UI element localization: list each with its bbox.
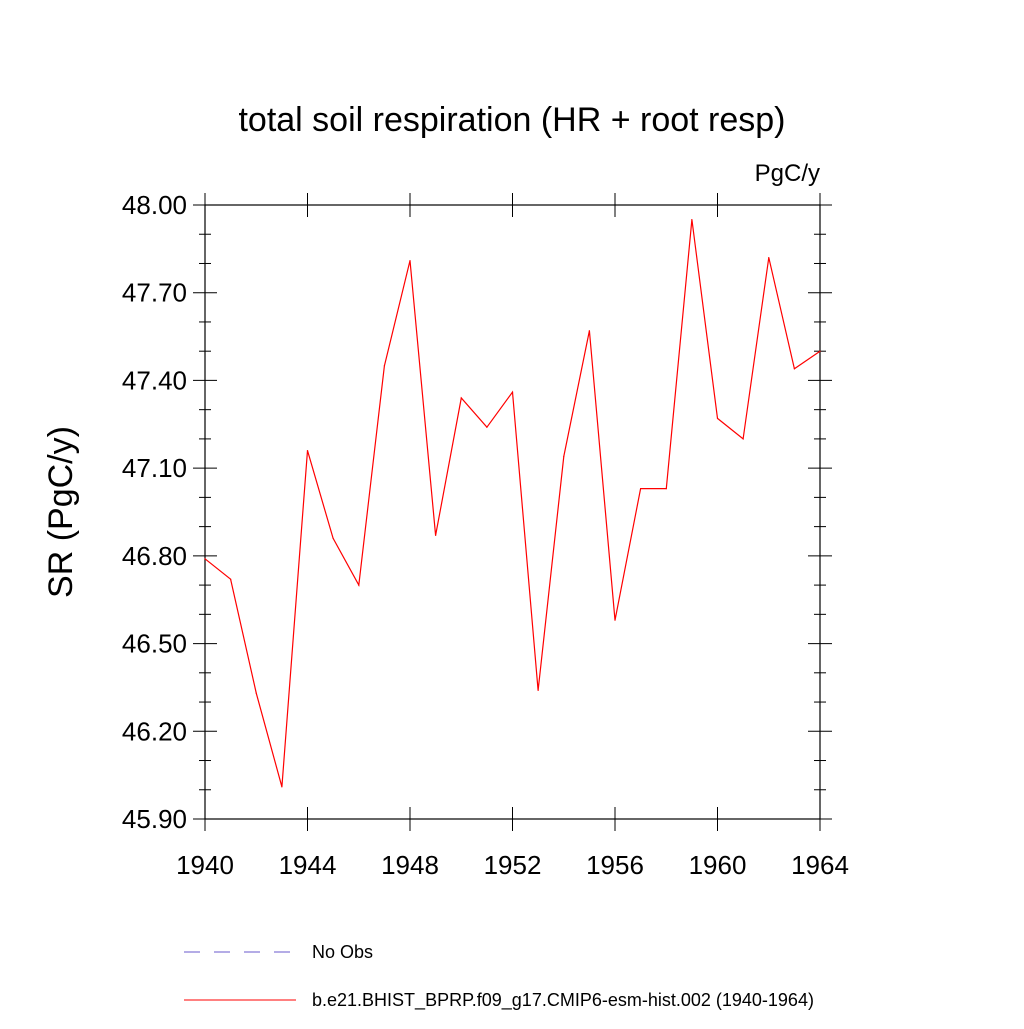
- x-tick-label: 1964: [791, 850, 849, 880]
- x-tick-label: 1944: [279, 850, 337, 880]
- data-point: [742, 438, 744, 440]
- x-tick-label: 1952: [484, 850, 542, 880]
- x-tick-label: 1948: [381, 850, 439, 880]
- x-tick-label: 1960: [689, 850, 747, 880]
- legend-label: b.e21.BHIST_BPRP.f09_g17.CMIP6-esm-hist.…: [312, 990, 814, 1011]
- x-tick-label: 1956: [586, 850, 644, 880]
- data-point: [435, 534, 437, 536]
- data-point: [640, 488, 642, 490]
- data-point: [332, 537, 334, 539]
- y-tick-label: 47.40: [122, 365, 187, 395]
- y-tick-label: 45.90: [122, 804, 187, 834]
- plot-frame: [204, 204, 821, 820]
- y-tick-label: 47.10: [122, 453, 187, 483]
- data-point: [768, 257, 770, 259]
- data-point: [691, 219, 693, 221]
- data-point: [819, 350, 821, 352]
- chart-title: total soil respiration (HR + root resp): [238, 101, 785, 139]
- data-point: [563, 455, 565, 458]
- data-point: [716, 417, 719, 420]
- units-label: PgC/y: [755, 160, 820, 187]
- data-point: [665, 488, 667, 490]
- series-layer: [204, 219, 821, 788]
- series-line: [204, 219, 821, 787]
- legend-label: No Obs: [312, 942, 373, 962]
- data-point: [383, 365, 385, 367]
- y-tick-label: 47.70: [122, 278, 187, 308]
- y-tick-label: 46.50: [122, 629, 187, 659]
- data-point: [460, 397, 462, 399]
- y-axis-label: SR (PgC/y): [42, 426, 80, 598]
- data-point: [614, 619, 616, 621]
- x-tick-label: 1940: [176, 850, 234, 880]
- y-tick-label: 46.80: [122, 541, 187, 571]
- y-tick-label: 46.20: [122, 716, 187, 746]
- data-point: [793, 368, 795, 370]
- data-point: [255, 692, 257, 694]
- data-point: [486, 426, 488, 428]
- y-tick-label: 48.00: [122, 190, 187, 220]
- data-point: [281, 786, 283, 788]
- data-point: [358, 584, 360, 586]
- data-point: [204, 558, 206, 560]
- data-point: [588, 330, 590, 332]
- data-point: [306, 450, 309, 452]
- axes: 45.90 46.20 46.50 46.80 47.10 47.40 47.70 48.00…: [122, 190, 849, 880]
- data-point: [409, 259, 411, 262]
- data-point: [230, 578, 232, 580]
- data-point: [537, 689, 539, 691]
- legend: No Obs b.e21.BHIST_BPRP.f09_g17.CMIP6-esm…: [184, 942, 814, 1011]
- data-point: [511, 391, 514, 393]
